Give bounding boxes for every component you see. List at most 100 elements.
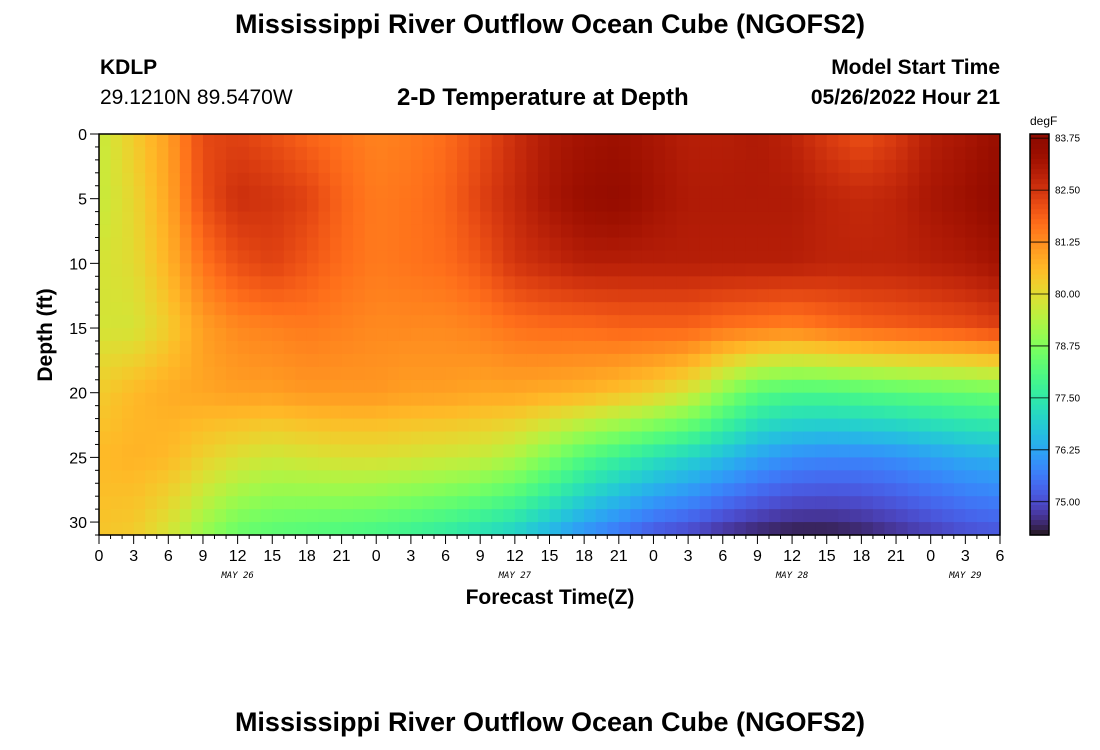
heatmap-cell (572, 418, 585, 433)
heatmap-cell (410, 392, 424, 407)
heatmap-cell (445, 263, 458, 277)
heatmap-cell (976, 470, 990, 484)
heatmap-cell (711, 185, 724, 200)
heatmap-cell (780, 509, 793, 523)
heatmap-cell (653, 211, 666, 226)
heatmap-cell (376, 302, 389, 316)
heatmap-cell (318, 470, 331, 484)
y-tick-label: 15 (69, 321, 87, 338)
heatmap-cell (202, 444, 216, 458)
heatmap-cell (849, 353, 862, 368)
heatmap-cell (641, 276, 655, 290)
heatmap-cell (768, 211, 782, 226)
heatmap-cell (295, 470, 308, 484)
heatmap-cell (896, 134, 909, 148)
heatmap-cell (168, 315, 181, 329)
heatmap-cell (618, 431, 631, 446)
heatmap-cell (942, 263, 955, 277)
heatmap-cell (930, 172, 943, 187)
colorbar-swatch (1030, 174, 1049, 180)
heatmap-cell (179, 237, 193, 252)
heatmap-cell (353, 289, 366, 303)
heatmap-cell (965, 146, 978, 161)
heatmap-cell (410, 418, 424, 433)
heatmap-cell (422, 328, 435, 342)
heatmap-cell (249, 289, 262, 303)
heatmap-cell (214, 146, 227, 161)
heatmap-cell (145, 483, 158, 497)
heatmap-cell (561, 198, 574, 213)
heatmap-cell (179, 522, 193, 536)
colorbar-swatch (1030, 464, 1049, 471)
heatmap-cell (561, 418, 574, 433)
heatmap-cell (514, 185, 527, 200)
heatmap-cell (872, 405, 886, 420)
heatmap-cell (503, 496, 516, 510)
heatmap-cell (318, 146, 331, 161)
heatmap-cell (318, 328, 331, 342)
colorbar-tick-label: 76.25 (1055, 445, 1080, 456)
heatmap-cell (330, 405, 343, 420)
colorbar-swatch (1030, 299, 1049, 306)
heatmap-cell (457, 483, 470, 497)
heatmap-cell (364, 353, 377, 368)
heatmap-cell (872, 185, 886, 200)
heatmap-cell (272, 289, 285, 303)
heatmap-cell (341, 522, 354, 536)
heatmap-cell (641, 134, 655, 148)
heatmap-cell (295, 302, 308, 316)
heatmap-cell (803, 431, 816, 446)
heatmap-cell (353, 134, 366, 148)
heatmap-cell (179, 146, 193, 161)
heatmap-cell (665, 431, 678, 446)
heatmap-cell (283, 315, 296, 329)
heatmap-cell (168, 302, 181, 316)
heatmap-cell (191, 379, 204, 394)
heatmap-cell (399, 211, 412, 226)
heatmap-cell (988, 470, 1001, 484)
colorbar-swatch (1030, 134, 1049, 140)
heatmap-cell (676, 146, 689, 161)
heatmap-cell (745, 392, 759, 407)
heatmap-cell (237, 263, 250, 277)
heatmap-cell (768, 483, 782, 497)
heatmap-cell (318, 496, 331, 510)
heatmap-cell (976, 134, 990, 148)
heatmap-cell (780, 483, 793, 497)
heatmap-cell (665, 328, 678, 342)
heatmap-cell (976, 405, 990, 420)
heatmap-cell (480, 431, 493, 446)
heatmap-cell (226, 211, 239, 226)
heatmap-cell (815, 444, 828, 458)
heatmap-cell (376, 509, 389, 523)
heatmap-cell (468, 224, 481, 239)
heatmap-cell (145, 392, 158, 407)
heatmap-cell (930, 328, 943, 342)
heatmap-cell (676, 431, 689, 446)
heatmap-cell (145, 431, 158, 446)
heatmap-cell (688, 289, 701, 303)
heatmap-cell (699, 483, 712, 497)
heatmap-cell (792, 418, 805, 433)
heatmap-cell (896, 289, 909, 303)
heatmap-cell (711, 211, 724, 226)
heatmap-cell (838, 444, 851, 458)
heatmap-cell (283, 444, 296, 458)
heatmap-cell (122, 457, 135, 471)
heatmap-cell (145, 328, 158, 342)
heatmap-cell (237, 302, 250, 316)
heatmap-cell (133, 185, 146, 200)
heatmap-cell (549, 276, 562, 290)
heatmap-cell (711, 522, 724, 536)
heatmap-cell (341, 172, 354, 187)
heatmap-cell (572, 263, 585, 277)
heatmap-cell (653, 185, 666, 200)
heatmap-cell (907, 315, 920, 329)
heatmap-cell (896, 185, 909, 200)
heatmap-cell (503, 366, 516, 381)
heatmap-cell (249, 405, 262, 420)
heatmap-cell (318, 159, 331, 174)
heatmap-cell (410, 302, 424, 316)
heatmap-cell (792, 211, 805, 226)
heatmap-cell (896, 302, 909, 316)
